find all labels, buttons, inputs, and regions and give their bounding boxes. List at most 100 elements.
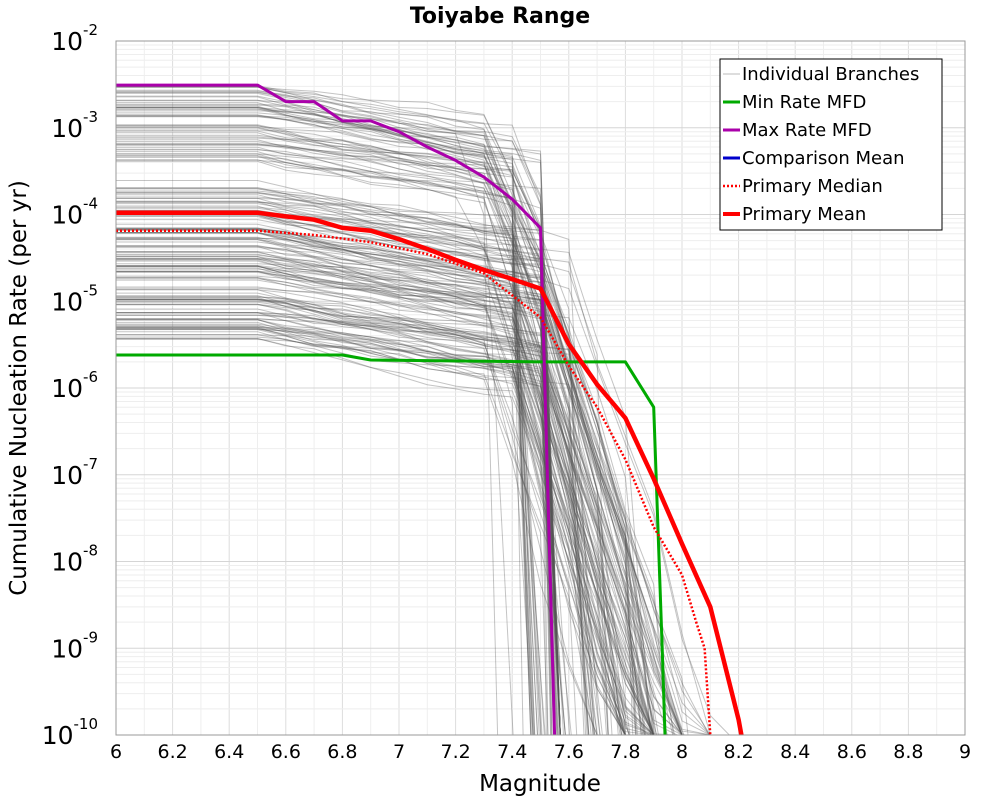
x-tick-label: 7 [393, 741, 405, 763]
branch-line [116, 258, 732, 736]
legend-label: Min Rate MFD [742, 92, 866, 113]
branch-line [116, 245, 685, 736]
branch-line [116, 265, 736, 736]
x-tick-label: 6.2 [157, 741, 187, 763]
branch-line [116, 237, 679, 736]
branch-line [116, 279, 589, 736]
branch-line [116, 155, 561, 736]
x-tick-label: 8.2 [723, 741, 753, 763]
branch-line [116, 99, 560, 736]
branch-line [116, 89, 561, 736]
x-tick-label: 8 [676, 741, 688, 763]
branch-line [116, 143, 561, 736]
branch-line [116, 259, 627, 736]
branch-line [116, 296, 674, 736]
branch-line [116, 256, 688, 736]
branch-line [116, 103, 540, 736]
branch-line [116, 299, 725, 736]
legend-label: Max Rate MFD [742, 120, 872, 141]
branch-line [116, 289, 650, 736]
branch-line [116, 236, 623, 736]
branch-line [116, 228, 739, 736]
y-tick-label: 10-8 [51, 542, 98, 577]
branch-line [116, 144, 561, 736]
x-tick-label: 6.8 [327, 741, 357, 763]
branch-line [116, 318, 693, 736]
branch-line [116, 107, 561, 736]
branch-line [116, 214, 745, 736]
branch-line [116, 159, 545, 736]
branch-line [116, 232, 689, 736]
branch-line [116, 194, 595, 736]
branch-line [116, 124, 561, 736]
branch-line [116, 126, 561, 736]
branch-line [116, 263, 546, 736]
branch-line [116, 338, 640, 736]
branch-line [116, 329, 609, 736]
branch-line [116, 289, 603, 736]
branch-line [116, 253, 739, 736]
plot-frame [115, 40, 966, 736]
branch-line [116, 108, 543, 736]
branch-line [116, 141, 514, 736]
branch-line [116, 265, 594, 736]
branch-line [116, 319, 731, 736]
branch-line [116, 251, 610, 736]
branch-line [116, 251, 634, 736]
x-tick-label: 8.8 [893, 741, 923, 763]
branch-line [116, 115, 561, 736]
branch-line [116, 301, 590, 736]
legend-label: Primary Median [742, 176, 883, 197]
branch-line [116, 254, 642, 736]
branch-line [116, 227, 674, 736]
branch-line [116, 319, 624, 736]
branch-line [116, 205, 691, 736]
branch-line [116, 339, 632, 736]
branch-line [116, 149, 534, 736]
branch-line [116, 275, 652, 736]
branch-line [116, 312, 590, 736]
branch-line [116, 245, 668, 736]
branch-line [116, 198, 595, 736]
branch-line [116, 258, 657, 736]
branch-line [116, 270, 566, 736]
branch-line [116, 196, 727, 736]
branch-line [116, 200, 651, 736]
branch-line [116, 125, 538, 736]
branch-line [116, 229, 705, 736]
x-tick-label: 6.6 [271, 741, 301, 763]
branch-line [116, 160, 558, 736]
branch-line [116, 257, 534, 736]
branch-line [116, 148, 561, 736]
branch-line [116, 326, 730, 736]
branch-line [116, 143, 554, 736]
branch-line [116, 268, 666, 736]
branch-line [116, 96, 561, 736]
legend-label: Primary Mean [742, 204, 866, 225]
branch-line [116, 256, 613, 736]
branch-line [116, 114, 532, 736]
branch-line [116, 155, 561, 736]
branch-line [116, 192, 677, 736]
branch-line [116, 129, 532, 736]
branch-line [116, 86, 524, 736]
branch-line [116, 300, 636, 736]
branch-line [116, 106, 534, 736]
branch-line [116, 278, 715, 736]
series-line-max-rate-mfd [116, 83, 557, 736]
branch-line [116, 338, 623, 736]
branch-line [116, 188, 631, 736]
branch-line [116, 227, 730, 736]
chart-title: Toiyabe Range [410, 4, 590, 29]
branch-line [116, 314, 713, 736]
legend-box [719, 58, 943, 231]
branch-line [116, 265, 556, 736]
branch-line [116, 197, 646, 736]
branch-line [116, 245, 728, 736]
branch-line [116, 151, 553, 736]
branch-line [116, 304, 566, 736]
branch-line [116, 107, 553, 736]
branch-line [116, 328, 678, 736]
branch-line [116, 292, 736, 736]
